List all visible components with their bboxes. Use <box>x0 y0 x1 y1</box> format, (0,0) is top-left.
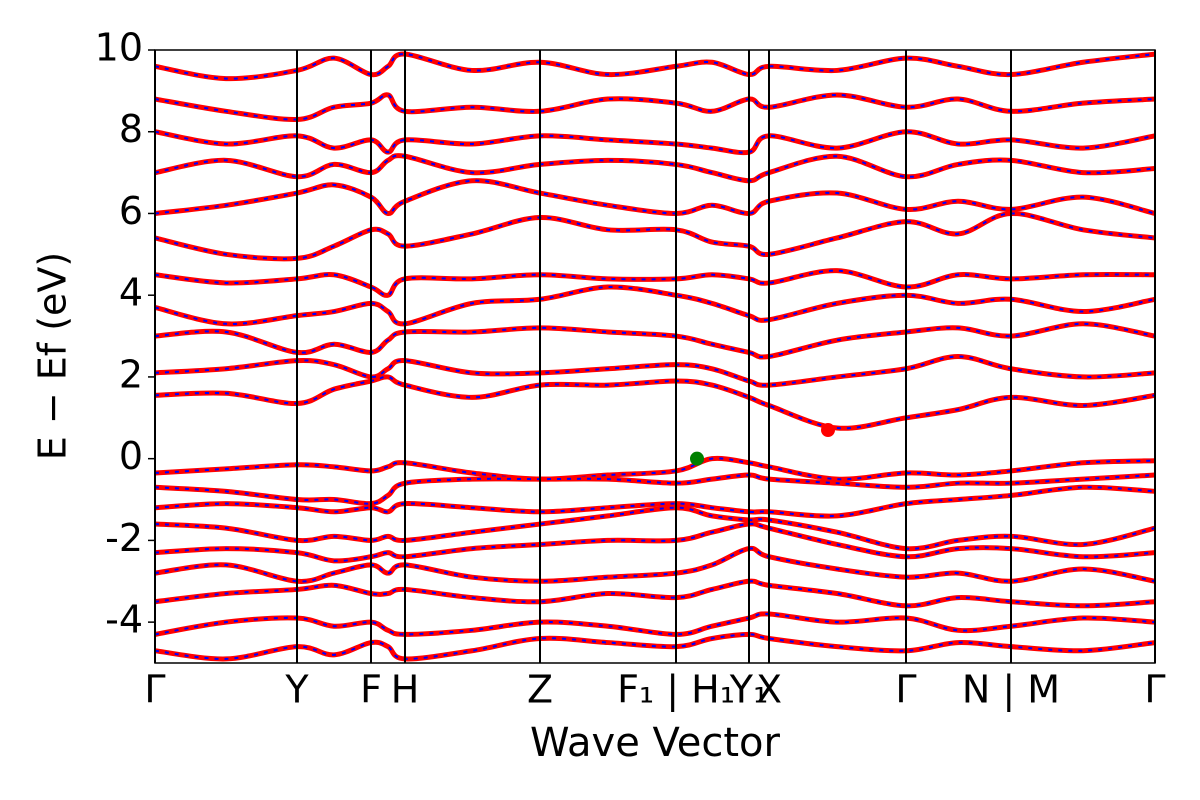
band-edge-point <box>690 451 704 466</box>
y-tick-label: 4 <box>119 271 143 315</box>
y-axis-label: E − Ef (eV) <box>31 252 75 461</box>
band-line-dashed <box>155 269 1155 297</box>
x-tick-label: F <box>360 668 382 712</box>
band-line-dashed <box>155 375 1155 430</box>
band-line <box>155 611 1155 637</box>
band-line <box>155 578 1155 609</box>
x-tick-label: X <box>756 668 782 712</box>
band-line-dashed <box>155 286 1155 325</box>
band-line <box>155 321 1155 360</box>
x-tick-label: Γ <box>1144 668 1165 712</box>
y-tick-label: 6 <box>119 189 143 233</box>
x-tick-label: Y <box>284 668 309 712</box>
band-line-dashed <box>155 179 1155 215</box>
x-tick-label: Z <box>527 668 553 712</box>
x-tick-label: Y₁ <box>729 668 768 712</box>
band-line-dashed <box>155 322 1155 359</box>
bands <box>155 51 1155 662</box>
x-axis-label: Wave Vector <box>530 720 781 766</box>
y-tick-label: 0 <box>119 434 143 478</box>
band-line-dashed <box>155 486 1155 518</box>
y-tick-label: -2 <box>105 516 143 560</box>
y-tick-label: 8 <box>119 107 143 151</box>
band-line <box>155 129 1155 156</box>
band-line-dashed <box>155 130 1155 154</box>
x-tick-label: H <box>391 668 420 712</box>
band-line-dashed <box>155 580 1155 607</box>
band-line <box>155 92 1155 122</box>
band-line-dashed <box>155 612 1155 636</box>
band-line-dashed <box>155 457 1155 481</box>
band-line <box>155 455 1155 482</box>
band-line-dashed <box>155 522 1155 562</box>
x-tick-label: Γ <box>144 668 165 712</box>
y-tick-label: -4 <box>105 598 143 642</box>
band-line-dashed <box>155 355 1155 387</box>
band-line-dashed <box>155 547 1155 583</box>
band-line-dashed <box>155 154 1155 182</box>
x-tick-label: Γ <box>895 668 916 712</box>
band-line-dashed <box>155 506 1155 550</box>
y-tick-label: 2 <box>119 352 143 396</box>
x-tick-label: N | M <box>962 668 1060 713</box>
band-line-dashed <box>155 474 1155 505</box>
band-line-dashed <box>155 212 1155 260</box>
band-line-dashed <box>155 633 1155 660</box>
y-tick-label: 10 <box>95 26 143 70</box>
band-line <box>155 210 1155 262</box>
band-line <box>155 51 1155 82</box>
band-line-dashed <box>155 93 1155 121</box>
band-edge-point <box>821 423 835 438</box>
x-tick-label: F₁ | H₁ <box>617 668 735 713</box>
band-line <box>155 284 1155 327</box>
